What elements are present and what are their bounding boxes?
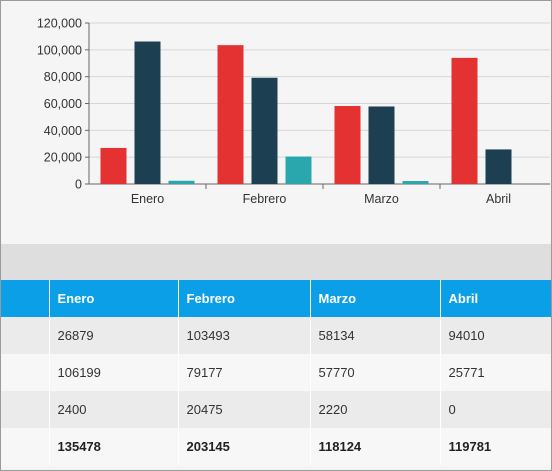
table-cell: 0 <box>439 391 551 428</box>
table-cell: 203145 <box>177 428 310 465</box>
data-table: Enero Febrero Marzo Abril 26879 103493 5… <box>1 280 551 465</box>
y-tick-label: 100,000 <box>37 43 82 57</box>
header-cell-abril[interactable]: Abril <box>439 280 551 317</box>
toolbar-strip <box>1 244 551 280</box>
y-tick-label: 120,000 <box>37 17 82 31</box>
header-cell-marzo[interactable]: Marzo <box>309 280 440 317</box>
table-cell <box>1 391 49 428</box>
header-cell-enero[interactable]: Enero <box>48 280 178 317</box>
y-tick-label: 60,000 <box>44 97 82 111</box>
table-cell: 2220 <box>309 391 440 428</box>
table-row: 26879 103493 58134 94010 <box>1 317 551 354</box>
table-cell: 135478 <box>48 428 178 465</box>
bar <box>251 77 278 184</box>
x-tick-label: Marzo <box>364 192 399 206</box>
bar-chart: 0 20,000 40,000 60,000 80,000 100,000 120,000 E… <box>1 1 551 244</box>
bar <box>451 57 478 184</box>
table-cell: 119781 <box>439 428 551 465</box>
bar <box>217 45 244 184</box>
table-cell: 26879 <box>48 317 178 354</box>
y-tick-label: 80,000 <box>44 70 82 84</box>
table-cell <box>1 317 49 354</box>
table-cell: 57770 <box>309 354 440 391</box>
bar <box>100 147 127 184</box>
y-tick-label: 0 <box>75 178 82 192</box>
bar <box>285 156 312 184</box>
table-cell: 79177 <box>177 354 310 391</box>
table-row: 106199 79177 57770 25771 <box>1 354 551 391</box>
table-cell <box>1 428 49 465</box>
bar <box>402 181 429 184</box>
table-cell: 20475 <box>177 391 310 428</box>
chart-svg: 0 20,000 40,000 60,000 80,000 100,000 120,000 E… <box>37 17 550 206</box>
table-row: 2400 20475 2220 0 <box>1 391 551 428</box>
bar <box>168 180 195 184</box>
x-tick-label: Abril <box>486 192 511 206</box>
y-tick-label: 40,000 <box>44 124 82 138</box>
x-tick-label: Febrero <box>243 192 287 206</box>
table-cell <box>1 354 49 391</box>
bar <box>485 149 512 184</box>
bar <box>334 106 361 184</box>
data-table-container: Enero Febrero Marzo Abril 26879 103493 5… <box>1 280 551 470</box>
y-tick-label: 20,000 <box>44 151 82 165</box>
table-cell: 118124 <box>309 428 440 465</box>
header-cell-label[interactable] <box>1 280 49 317</box>
table-cell: 25771 <box>439 354 551 391</box>
header-cell-febrero[interactable]: Febrero <box>177 280 310 317</box>
table-cell: 106199 <box>48 354 178 391</box>
table-cell: 103493 <box>177 317 310 354</box>
table-cell: 2400 <box>48 391 178 428</box>
bar <box>368 106 395 184</box>
bar <box>134 41 161 184</box>
table-row-total: 135478 203145 118124 119781 <box>1 428 551 465</box>
table-cell: 58134 <box>309 317 440 354</box>
table-header-row: Enero Febrero Marzo Abril <box>1 280 551 317</box>
x-tick-label: Enero <box>131 192 164 206</box>
table-cell: 94010 <box>439 317 551 354</box>
